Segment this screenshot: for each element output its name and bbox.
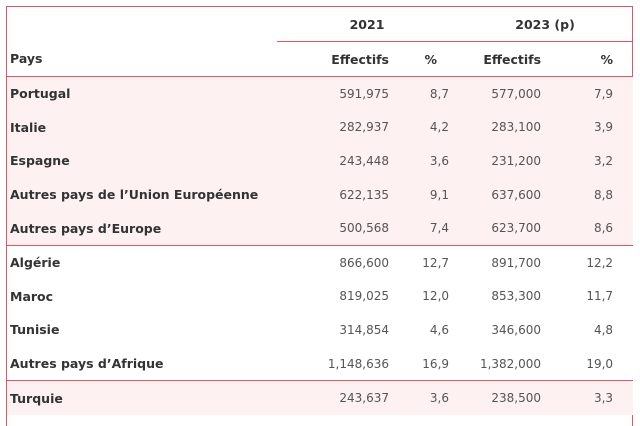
col-header-effectifs-2023: Effectifs: [457, 41, 550, 77]
cell-effectifs-2023: 623,700: [457, 211, 550, 246]
cell-pays: Italie: [7, 110, 277, 145]
cell-pct-2021: 7,4: [397, 211, 458, 246]
cell-effectifs-2021: 500,568: [277, 211, 397, 246]
cell-pct-2021: 12,0: [397, 279, 458, 314]
cell-effectifs-2023: 1,382,000: [457, 346, 550, 382]
cell-effectifs-2021: 622,135: [277, 177, 397, 212]
cell-pays: Maroc: [7, 279, 277, 314]
table-row: Espagne 243,448 3,6 231,200 3,2: [7, 144, 634, 178]
cell-pct-2023: 12,2: [549, 245, 634, 280]
cell-effectifs-2023: 346,600: [457, 313, 550, 347]
cell-pays: Autres pays de l’Union Européenne: [7, 177, 277, 212]
cell-pct-2021: 8,7: [397, 76, 458, 111]
year-header-row: 2021 2023 (p): [7, 7, 634, 42]
cell-effectifs-2023: 577,000: [457, 76, 550, 111]
table-row: Italie 282,937 4,2 283,100 3,9: [7, 110, 634, 145]
table-row: Autres pays d’Europe 500,568 7,4 623,700 8,6: [7, 211, 634, 246]
cell-effectifs-2021: 591,975: [277, 76, 397, 111]
year-header-spacer: [7, 7, 277, 42]
cell-pays: Turquie: [7, 380, 277, 415]
cell-effectifs-2021: 314,854: [277, 313, 397, 347]
row-group-afrique: Algérie 866,600 12,7 891,700 12,2 Maroc 819,02…: [7, 245, 634, 382]
cell-pct-2023: 4,8: [549, 313, 634, 347]
table-row: Autres pays d’Afrique 1,148,636 16,9 1,382,…: [7, 346, 634, 382]
cell-pct-2021: 16,9: [397, 346, 458, 382]
cell-pct-2023: 11,7: [549, 279, 634, 314]
column-header-row: Pays Effectifs % Effectifs %: [7, 41, 634, 77]
row-group-europe: Portugal 591,975 8,7 577,000 7,9 Italie 282,93…: [7, 76, 634, 246]
cell-pays: Autres pays d’Afrique: [7, 346, 277, 382]
cell-effectifs-2021: 243,448: [277, 144, 397, 178]
cell-pct-2023: 3,9: [549, 110, 634, 145]
cell-pct-2021: 9,1: [397, 177, 458, 212]
cell-pct-2023: 3,3: [549, 380, 634, 415]
col-header-effectifs-2021: Effectifs: [277, 41, 397, 77]
cell-pct-2021: 4,6: [397, 313, 458, 347]
cell-effectifs-2021: 243,637: [277, 380, 397, 415]
col-header-pct-2021: %: [397, 41, 458, 77]
cell-effectifs-2021: 1,148,636: [277, 346, 397, 382]
cell-effectifs-2023: 891,700: [457, 245, 550, 280]
table-row: Maroc 819,025 12,0 853,300 11,7: [7, 279, 634, 314]
table-row: Autres pays de l’Union Européenne 622,135…: [7, 177, 634, 212]
cell-effectifs-2023: 283,100: [457, 110, 550, 145]
immigrants-by-country-table: 2021 2023 (p) Pays Effectifs % Effectifs…: [7, 7, 634, 415]
cell-pays: Espagne: [7, 144, 277, 178]
table-row: Tunisie 314,854 4,6 346,600 4,8: [7, 313, 634, 347]
table-row: Turquie 243,637 3,6 238,500 3,3: [7, 380, 634, 415]
cell-effectifs-2023: 231,200: [457, 144, 550, 178]
year-header-2021: 2021: [277, 7, 458, 42]
cell-effectifs-2021: 866,600: [277, 245, 397, 280]
cell-effectifs-2021: 282,937: [277, 110, 397, 145]
row-group-other: Turquie 243,637 3,6 238,500 3,3: [7, 380, 634, 415]
table-container: 2021 2023 (p) Pays Effectifs % Effectifs…: [6, 6, 634, 426]
cell-pct-2021: 3,6: [397, 144, 458, 178]
cell-pays: Portugal: [7, 76, 277, 111]
cell-effectifs-2021: 819,025: [277, 279, 397, 314]
cell-pct-2021: 3,6: [397, 380, 458, 415]
table-row: Algérie 866,600 12,7 891,700 12,2: [7, 245, 634, 280]
cell-pays: Autres pays d’Europe: [7, 211, 277, 246]
cell-pct-2023: 3,2: [549, 144, 634, 178]
table-row: Portugal 591,975 8,7 577,000 7,9: [7, 76, 634, 111]
cell-effectifs-2023: 637,600: [457, 177, 550, 212]
cell-pct-2023: 19,0: [549, 346, 634, 382]
cell-pct-2021: 12,7: [397, 245, 458, 280]
cell-pays: Algérie: [7, 245, 277, 280]
cell-pct-2023: 8,8: [549, 177, 634, 212]
cell-effectifs-2023: 238,500: [457, 380, 550, 415]
col-header-pays: Pays: [7, 41, 277, 77]
cell-pct-2023: 7,9: [549, 76, 634, 111]
cell-pays: Tunisie: [7, 313, 277, 347]
year-header-2023: 2023 (p): [457, 7, 634, 42]
cell-pct-2021: 4,2: [397, 110, 458, 145]
cell-effectifs-2023: 853,300: [457, 279, 550, 314]
col-header-pct-2023: %: [549, 41, 634, 77]
cell-pct-2023: 8,6: [549, 211, 634, 246]
